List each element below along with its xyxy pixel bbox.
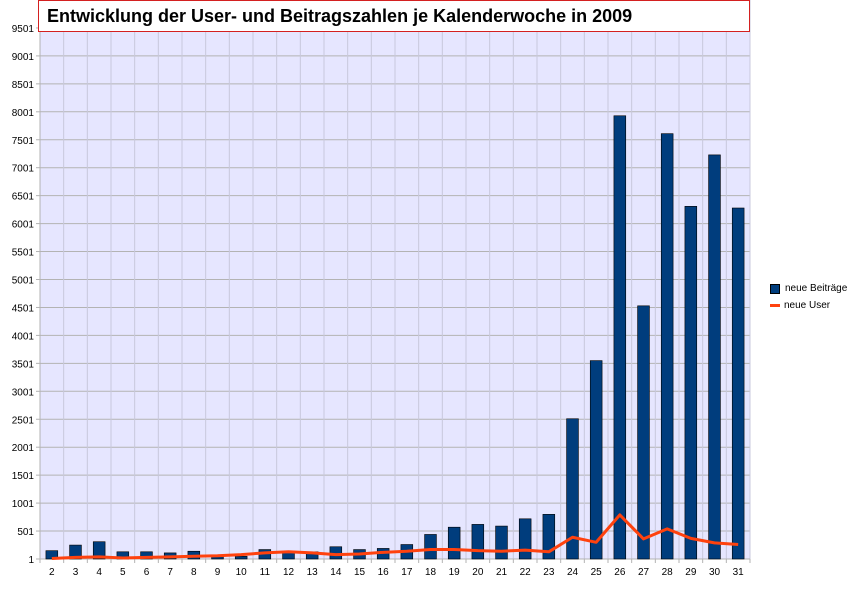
x-tick-label: 6 <box>144 567 150 578</box>
x-tick-label: 11 <box>260 567 271 578</box>
bar <box>613 115 627 560</box>
x-tick-label: 24 <box>567 567 579 578</box>
x-tick-label: 10 <box>236 567 248 578</box>
x-axis: 2 3 4 5 6 7 8 9 10 11 12 13 14 15 16 17 18 19 20 21 22 23 24 25… <box>39 558 751 578</box>
x-tick-label: 8 <box>191 567 197 578</box>
x-tick-label: 27 <box>638 567 650 578</box>
legend-label-user: neue User <box>784 300 831 311</box>
y-tick-label: 2001 <box>12 443 35 454</box>
bar <box>447 526 461 560</box>
bar <box>92 541 106 560</box>
x-tick-label: 7 <box>167 567 173 578</box>
y-tick-label: 1001 <box>12 499 35 510</box>
y-tick-label: 9001 <box>12 52 35 63</box>
bar <box>566 418 579 560</box>
x-tick-label: 19 <box>449 567 461 578</box>
bar-series <box>45 115 745 560</box>
x-tick-label: 23 <box>543 567 555 578</box>
x-tick-label: 13 <box>307 567 319 578</box>
x-tick-label: 3 <box>73 567 79 578</box>
y-tick-label: 5001 <box>12 276 35 287</box>
bar <box>542 514 556 560</box>
series-line-neue-user <box>51 513 739 560</box>
bar <box>234 555 248 560</box>
line-series <box>51 513 739 560</box>
y-tick-label: 2501 <box>12 415 35 426</box>
y-tick-label: 6501 <box>12 192 35 203</box>
y-tick-label: 3501 <box>12 359 35 370</box>
bar <box>495 525 508 560</box>
x-tick-label: 14 <box>330 567 342 578</box>
y-tick-label: 7001 <box>12 164 35 175</box>
x-tick-label: 12 <box>283 567 295 578</box>
legend: neue Beiträge neue User <box>770 280 856 314</box>
y-tick-label: 501 <box>17 527 34 538</box>
bar <box>140 551 153 560</box>
y-tick-label: 4501 <box>12 303 35 314</box>
bar <box>660 133 674 560</box>
x-tick-label: 15 <box>354 567 366 578</box>
chart-title: Entwicklung der User- und Beitragszahlen… <box>47 6 633 26</box>
x-tick-label: 21 <box>496 567 508 578</box>
bar <box>684 206 698 560</box>
y-tick-label: 3001 <box>12 387 35 398</box>
y-tick-label: 4001 <box>12 331 35 342</box>
x-tick-label: 20 <box>472 567 484 578</box>
y-tick-label: 1501 <box>12 471 35 482</box>
legend-item-user: neue User <box>770 297 856 314</box>
bar <box>589 360 603 560</box>
x-tick-label: 25 <box>591 567 603 578</box>
bar <box>708 154 721 560</box>
x-tick-label: 28 <box>662 567 674 578</box>
x-tick-label: 5 <box>120 567 126 578</box>
x-tick-label: 18 <box>425 567 437 578</box>
bar <box>69 544 82 560</box>
y-tick-label: 5501 <box>12 248 35 259</box>
bar <box>731 207 745 560</box>
y-tick-label: 8501 <box>12 80 35 91</box>
legend-label-beitraege: neue Beiträge <box>785 283 848 294</box>
x-tick-label: 26 <box>614 567 626 578</box>
legend-swatch-line <box>770 304 780 307</box>
y-axis: 1501100115012001250130013501400145015001… <box>12 0 41 566</box>
x-tick-label: 2 <box>49 567 55 578</box>
legend-item-beitraege: neue Beiträge <box>770 280 856 297</box>
x-tick-label: 9 <box>215 567 221 578</box>
bar <box>518 518 532 560</box>
legend-swatch-bar <box>770 283 780 294</box>
chart-title-box: Entwicklung der User- und Beitragszahlen… <box>38 0 750 32</box>
y-tick-label: 1 <box>28 555 34 566</box>
x-tick-label: 30 <box>709 567 721 578</box>
bar <box>471 524 485 560</box>
x-tick-label: 29 <box>685 567 697 578</box>
bar <box>45 550 59 560</box>
x-tick-label: 16 <box>378 567 390 578</box>
y-tick-label: 6001 <box>12 220 35 231</box>
y-tick-label: 8001 <box>12 108 35 119</box>
x-tick-label: 4 <box>96 567 102 578</box>
y-tick-label: 7501 <box>12 136 35 147</box>
bar <box>637 305 650 560</box>
bar <box>424 534 437 560</box>
x-tick-label: 22 <box>520 567 532 578</box>
y-tick-label: 9501 <box>12 24 35 35</box>
x-tick-label: 31 <box>733 567 745 578</box>
x-tick-label: 17 <box>401 567 413 578</box>
